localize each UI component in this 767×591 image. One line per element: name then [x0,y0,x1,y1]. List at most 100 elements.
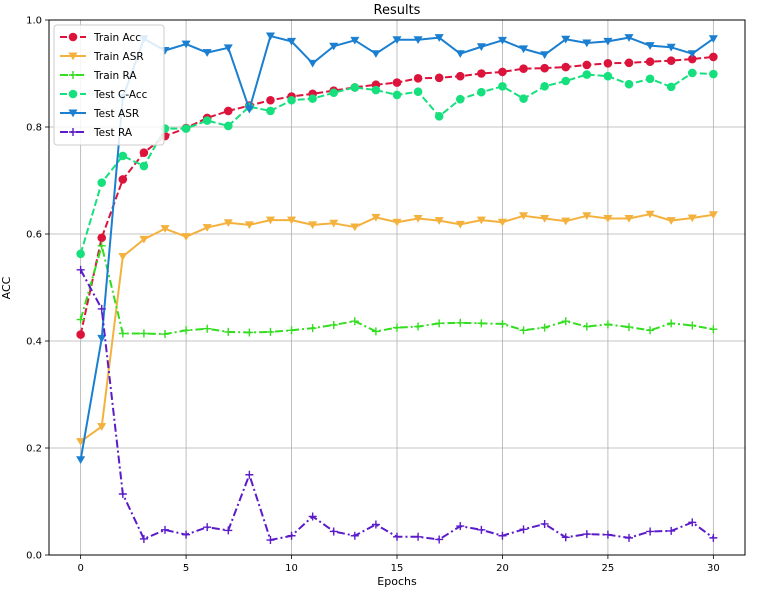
data-point-train-ra [456,318,465,327]
data-point-test-c-acc [477,87,486,97]
y-tick-label: 0.8 [26,123,42,134]
data-point-test-ra [97,304,106,313]
data-point-train-acc [624,58,634,68]
data-point-train-asr [455,220,465,229]
data-point-test-c-acc [603,71,613,81]
data-point-test-c-acc [709,69,718,79]
data-point-train-acc [392,78,402,87]
data-point-train-asr [308,221,318,230]
data-point-test-c-acc [413,87,423,96]
data-point-train-acc [561,62,571,72]
data-point-train-asr [666,217,676,225]
data-point-test-c-acc [434,112,444,121]
data-point-test-asr [561,35,571,44]
data-point-train-acc [97,233,107,243]
data-point-train-ra [603,320,612,329]
data-point-train-ra [625,323,633,332]
data-point-train-ra [688,321,697,330]
data-point-test-ra [139,534,148,543]
x-tick-label: 30 [707,563,720,574]
data-point-test-asr [223,44,233,53]
data-point-train-asr [329,219,339,228]
data-point-test-ra [203,523,212,532]
data-point-train-ra [118,329,127,338]
data-point-test-ra [414,532,423,541]
legend-label-train-asr: Train ASR [93,51,144,63]
legend: Train Acc Train ASR Train RA Test C-Acc Test… [53,24,165,146]
data-point-test-asr [202,49,212,57]
data-point-train-asr [603,214,613,223]
legend-label-train-ra: Train RA [93,70,137,82]
data-point-test-c-acc [540,82,549,91]
data-point-test-c-acc [687,68,697,78]
data-point-train-acc [582,60,592,70]
data-point-train-acc [666,56,676,65]
data-point-test-ra [161,525,169,534]
data-point-test-c-acc [287,95,296,105]
data-point-test-asr [329,42,339,51]
data-point-test-asr [624,34,634,42]
data-point-train-ra [139,329,148,338]
data-point-train-ra [76,315,85,324]
data-point-train-asr [561,217,571,226]
data-point-train-ra [329,320,338,329]
data-point-test-c-acc [118,151,128,161]
data-point-train-ra [667,319,676,328]
data-point-test-ra [435,535,444,544]
data-point-train-ra [540,323,549,332]
data-point-train-asr [687,214,697,223]
y-tick-label: 0.0 [26,551,42,562]
data-point-test-c-acc [266,106,275,116]
y-axis-label: ACC [0,276,13,299]
series-layer [76,32,718,545]
data-point-test-c-acc [645,74,655,84]
data-point-test-c-acc [350,83,360,92]
data-point-test-c-acc [181,124,191,133]
data-point-train-ra [161,330,169,339]
data-point-test-ra [519,525,528,534]
y-tick-label: 0.2 [26,444,42,455]
data-point-test-asr [666,43,676,52]
data-point-test-asr [371,50,381,58]
data-point-train-asr [139,235,149,244]
data-point-test-ra [540,519,549,528]
data-point-test-asr [244,105,254,114]
legend-label-train-acc: Train Acc [93,32,141,44]
series-train-asr [76,210,718,446]
data-point-train-asr [244,221,254,230]
data-point-test-ra [667,526,676,535]
data-point-train-acc [455,71,465,81]
data-point-test-c-acc [392,90,402,100]
data-point-train-asr [287,216,297,225]
legend-item-test-asr: Test ASR [60,108,139,120]
data-point-test-asr [287,37,297,46]
axis-ticks: 0 5 10 15 20 25 30 0.0 0.2 0.4 0.6 0.8 1.0 [26,16,720,575]
data-point-train-asr [413,214,423,223]
data-point-test-ra [350,531,359,540]
data-point-test-ra [393,532,401,541]
series-test-c-acc [76,68,718,259]
data-point-train-acc [223,106,233,116]
data-point-test-asr [76,456,86,464]
data-point-train-acc [434,73,444,83]
legend-marker-train-ra [69,71,77,79]
data-point-train-asr [202,224,212,232]
data-point-train-ra [435,319,444,328]
data-point-test-ra [688,518,697,527]
data-point-train-ra [709,325,718,334]
y-tick-label: 0.6 [26,230,42,241]
data-point-train-ra [498,319,507,328]
data-point-train-ra [371,327,380,336]
data-point-test-asr [476,43,486,51]
data-point-test-ra [561,533,570,542]
data-point-train-ra [477,319,486,328]
data-point-train-acc [603,59,613,68]
data-point-test-c-acc [624,79,634,89]
data-point-train-acc [76,330,85,339]
data-point-test-asr [540,51,550,59]
data-point-train-asr [371,213,381,222]
data-point-train-ra [350,317,359,326]
legend-item-train-asr: Train ASR [60,51,144,63]
data-point-train-asr [624,214,634,223]
